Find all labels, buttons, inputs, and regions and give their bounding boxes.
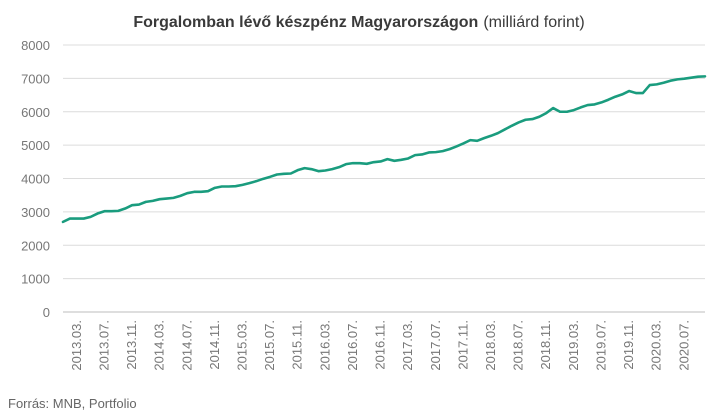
y-tick-label: 1000 [21,272,50,287]
y-tick-label: 7000 [21,71,50,86]
x-tick-label: 2017.11. [455,320,470,370]
y-tick-label: 3000 [21,205,50,220]
y-tick-label: 4000 [21,172,50,187]
series-line [61,75,707,224]
chart-title-unit: (milliárd forint) [483,14,584,31]
x-tick-label: 2015.11. [290,320,305,370]
x-tick-label: 2018.03. [483,320,498,371]
y-tick-label: 2000 [21,238,50,253]
source-note: Forrás: MNB, Portfolio [8,396,137,411]
y-axis-ticks: 0 1000 2000 3000 4000 5000 6000 7000 8000 [21,38,50,320]
gridlines [63,44,705,313]
x-tick-label: 2020.07. [676,320,691,371]
y-tick-label: 8000 [21,38,50,53]
x-tick-label: 2018.07. [511,320,526,371]
x-tick-label: 2017.07. [428,320,443,371]
x-tick-label: 2019.11. [621,320,636,370]
x-tick-label: 2013.11. [124,320,139,370]
x-tick-label: 2016.03. [317,320,332,371]
x-tick-label: 2018.11. [538,320,553,370]
x-tick-label: 2014.11. [207,320,222,370]
x-tick-label: 2015.03. [234,320,249,371]
x-tick-label: 2019.07. [593,320,608,371]
chart-title: Forgalomban lévő készpénz Magyarországon… [133,14,584,31]
y-tick-label: 5000 [21,138,50,153]
x-tick-label: 2019.03. [566,320,581,371]
x-tick-label: 2020.03. [649,320,664,371]
x-tick-label: 2013.07. [96,320,111,371]
x-tick-label: 2014.03. [152,320,167,371]
x-tick-label: 2016.11. [373,320,388,370]
y-tick-label: 0 [43,305,50,320]
y-tick-label: 6000 [21,105,50,120]
x-tick-label: 2016.07. [345,320,360,371]
x-axis-ticks: 2013.03. 2013.07. 2013.11. 2014.03. 2014.07.… [69,320,691,371]
chart-title-main: Forgalomban lévő készpénz Magyarországon [133,14,478,31]
x-tick-label: 2014.07. [179,320,194,371]
x-tick-label: 2017.03. [400,320,415,371]
x-tick-label: 2013.03. [69,320,84,371]
x-tick-label: 2015.07. [262,320,277,371]
